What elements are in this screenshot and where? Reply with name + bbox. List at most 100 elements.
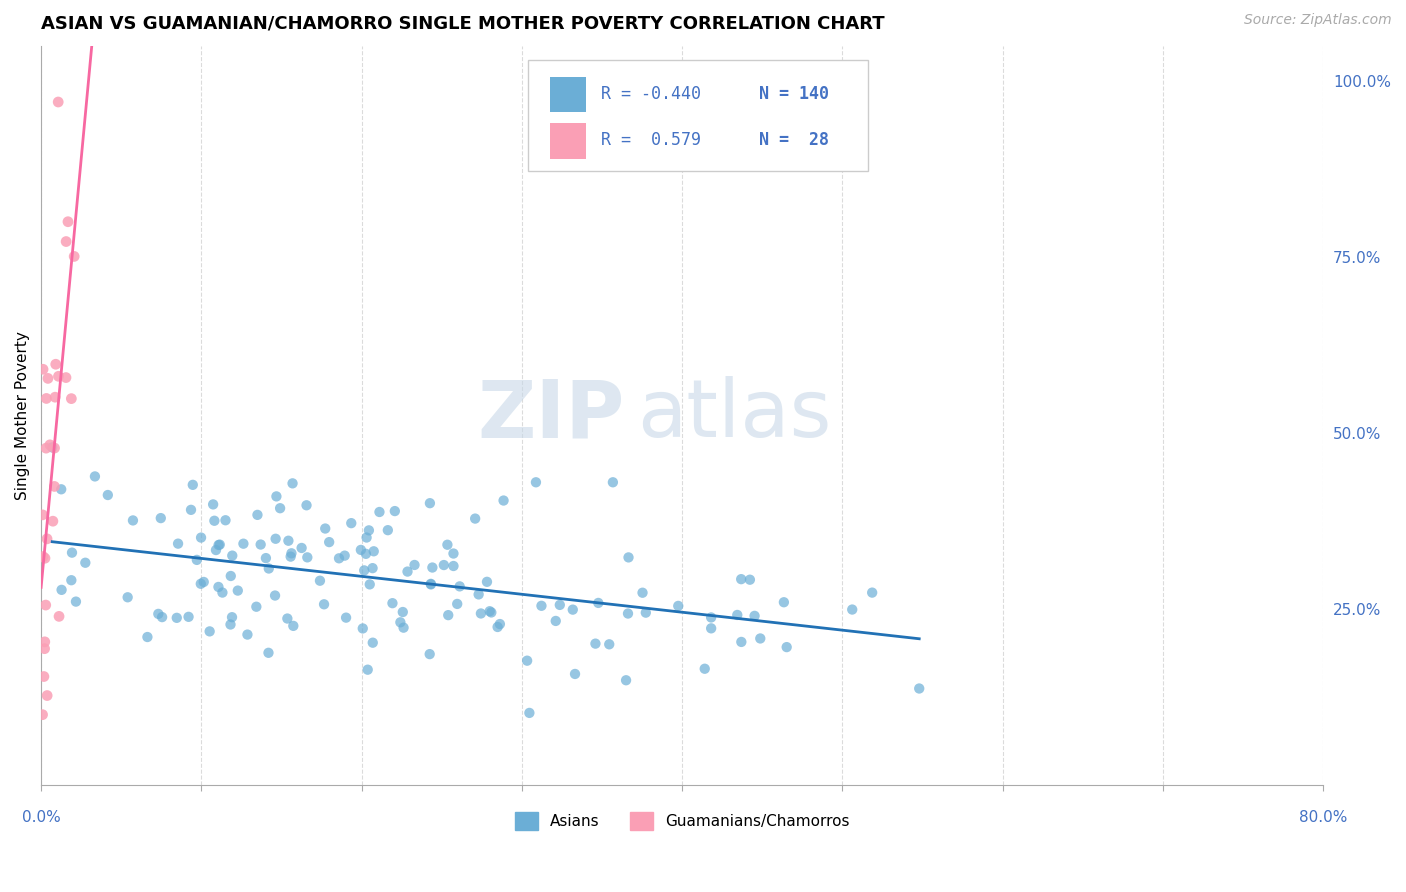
Point <box>281 476 304 491</box>
Point <box>266 489 288 503</box>
Point <box>31 707 53 722</box>
Text: ZIP: ZIP <box>477 376 624 454</box>
Point <box>221 610 243 624</box>
Point <box>84 469 107 483</box>
Point <box>860 585 883 599</box>
Point <box>634 606 657 620</box>
Point <box>314 522 336 536</box>
Point <box>232 537 254 551</box>
Point <box>516 654 538 668</box>
Point <box>446 597 468 611</box>
Point <box>744 608 766 623</box>
Point <box>202 497 225 511</box>
Point <box>489 617 512 632</box>
Point <box>97 488 120 502</box>
Point <box>359 577 381 591</box>
Point <box>333 549 356 563</box>
Point <box>350 542 373 557</box>
Point <box>666 599 689 613</box>
Point <box>257 561 280 575</box>
Point <box>436 538 458 552</box>
Point <box>34 641 56 656</box>
Point <box>443 547 465 561</box>
Point <box>35 532 58 546</box>
Point <box>738 573 761 587</box>
FancyBboxPatch shape <box>529 61 868 171</box>
Point <box>381 596 404 610</box>
Point <box>478 604 501 618</box>
Point <box>422 560 444 574</box>
Point <box>214 513 236 527</box>
Point <box>236 627 259 641</box>
Point <box>207 580 229 594</box>
Point <box>150 610 173 624</box>
Point <box>35 598 58 612</box>
Point <box>470 607 492 621</box>
Point <box>368 505 391 519</box>
Point <box>297 550 319 565</box>
Point <box>249 537 271 551</box>
Point <box>44 441 66 455</box>
Point <box>356 531 378 545</box>
Point <box>283 619 305 633</box>
Point <box>361 636 384 650</box>
Point <box>352 622 374 636</box>
Point <box>60 573 83 587</box>
Point <box>561 602 583 616</box>
Point <box>48 369 70 384</box>
Point <box>55 235 77 249</box>
Point <box>149 511 172 525</box>
Point <box>908 681 931 696</box>
Point <box>419 577 441 591</box>
Point <box>730 572 752 586</box>
Text: N = 140: N = 140 <box>759 85 830 103</box>
Point <box>226 583 249 598</box>
Point <box>34 551 56 566</box>
Point <box>617 550 640 565</box>
Point <box>841 602 863 616</box>
Point <box>208 538 231 552</box>
Point <box>291 541 314 555</box>
Point <box>700 621 723 635</box>
Point <box>340 516 363 530</box>
Point <box>700 610 723 624</box>
Point <box>773 595 796 609</box>
Point <box>148 607 170 621</box>
Text: atlas: atlas <box>637 376 832 454</box>
Point <box>257 646 280 660</box>
Point <box>44 479 66 493</box>
Point <box>221 549 243 563</box>
Text: N =  28: N = 28 <box>759 131 830 149</box>
Bar <box>550 77 586 112</box>
Point <box>117 591 139 605</box>
Text: R = -0.440: R = -0.440 <box>602 85 702 103</box>
Point <box>437 608 460 623</box>
Point <box>602 475 624 490</box>
Point <box>353 563 375 577</box>
Point <box>404 558 426 572</box>
Point <box>585 637 607 651</box>
Point <box>75 556 97 570</box>
Point <box>122 513 145 527</box>
Point <box>277 533 299 548</box>
Point <box>31 508 53 522</box>
Point <box>219 569 242 583</box>
Point <box>48 609 70 624</box>
Point <box>180 503 202 517</box>
Point <box>377 523 399 537</box>
Point <box>264 589 287 603</box>
Text: ASIAN VS GUAMANIAN/CHAMORRO SINGLE MOTHER POVERTY CORRELATION CHART: ASIAN VS GUAMANIAN/CHAMORRO SINGLE MOTHE… <box>41 15 884 33</box>
Point <box>264 532 287 546</box>
Text: Source: ZipAtlas.com: Source: ZipAtlas.com <box>1244 13 1392 28</box>
Point <box>357 663 380 677</box>
Point <box>486 620 509 634</box>
Point <box>419 647 441 661</box>
Point <box>361 561 384 575</box>
Point <box>354 547 377 561</box>
Point <box>631 585 654 599</box>
Point <box>37 689 59 703</box>
Point <box>335 610 357 624</box>
Point <box>419 577 441 591</box>
Point <box>564 667 586 681</box>
Point <box>205 543 228 558</box>
